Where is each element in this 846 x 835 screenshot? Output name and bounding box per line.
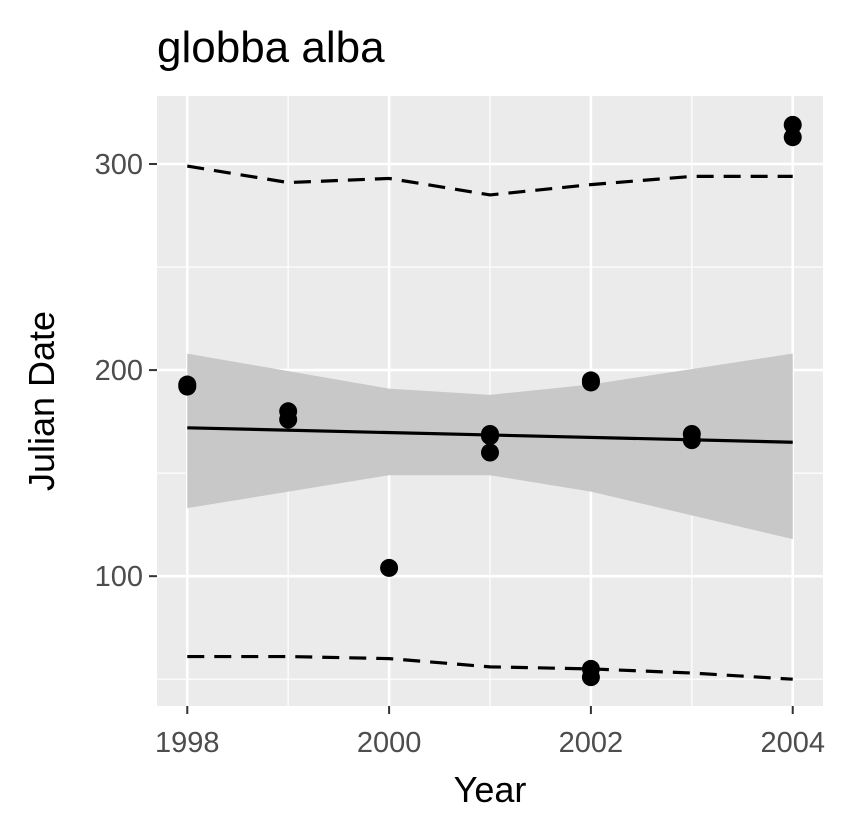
y-tick-label: 300 — [95, 149, 143, 181]
y-tick-label: 100 — [95, 561, 143, 593]
axis-ticks — [149, 163, 794, 714]
data-point — [380, 558, 399, 577]
x-axis-title: Year — [454, 769, 527, 810]
lower-prediction-line — [187, 654, 793, 681]
x-tick-label: 2002 — [559, 727, 624, 759]
point-layer — [178, 115, 802, 687]
x-tick-label: 2004 — [760, 727, 825, 759]
y-axis-title: Julian Date — [21, 311, 62, 491]
data-point — [581, 668, 600, 687]
y-tick-label: 200 — [95, 355, 143, 387]
upper-prediction-line — [187, 164, 793, 197]
data-point — [783, 115, 802, 134]
data-point — [682, 424, 701, 443]
data-point — [481, 443, 499, 462]
axis-tick-labels: 1998 2000 2002 2004 100 200 300 — [95, 149, 825, 759]
x-tick-label: 2000 — [357, 727, 422, 759]
data-point — [178, 375, 197, 394]
x-tick-label: 1998 — [155, 727, 220, 759]
chart-title: globba alba — [157, 23, 385, 72]
data-point — [783, 128, 802, 147]
data-point — [279, 402, 298, 421]
data-point — [481, 424, 499, 443]
data-point — [581, 371, 600, 390]
